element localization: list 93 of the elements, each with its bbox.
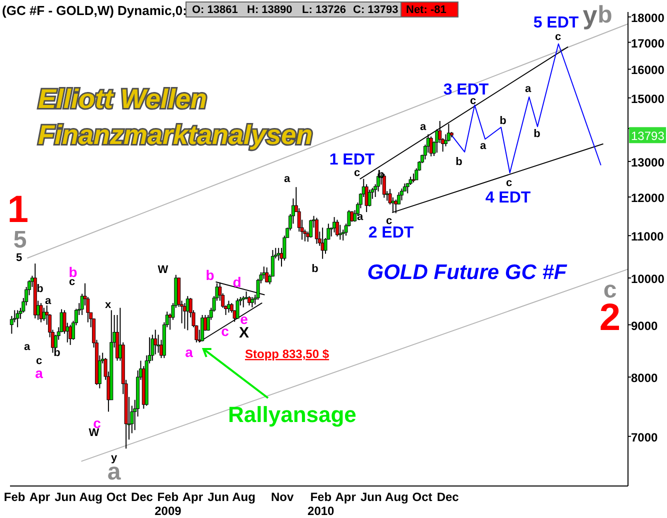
x-tick-label: Oct	[106, 490, 126, 504]
y-tick-label: 17000	[631, 36, 665, 50]
annotation: b	[206, 267, 214, 283]
annotation: GOLD Future GC #F	[367, 261, 568, 284]
annotation: 5 EDT	[533, 14, 579, 32]
candlestick	[16, 310, 20, 328]
candlestick	[400, 188, 404, 201]
annotation: b	[378, 169, 385, 181]
x-tick-label: Dec	[436, 490, 460, 504]
x-tick-label: Aug	[79, 490, 103, 504]
y-tick-label: 8000	[631, 371, 658, 386]
x-tick-label: Jun	[208, 490, 229, 504]
x-tick-label: Dec	[130, 490, 154, 504]
candlestick	[335, 219, 339, 237]
candlestick	[382, 173, 386, 198]
y-tick-label: 10000	[631, 272, 665, 286]
candlestick	[154, 329, 158, 355]
annotation: L: 13726	[302, 4, 346, 16]
annotation: 4 EDT	[485, 190, 531, 206]
candlestick	[314, 217, 318, 244]
candlestick	[182, 302, 186, 330]
x-tick-label: Oct	[412, 490, 432, 504]
annotation: a	[480, 140, 487, 152]
annotation: 13793	[631, 129, 665, 144]
annotation: c	[506, 177, 512, 189]
candlestick	[247, 296, 251, 306]
y-tick-label: 18000	[631, 10, 665, 25]
annotation: X	[238, 324, 250, 342]
line-series	[451, 43, 602, 174]
candlestick	[42, 307, 46, 322]
x-tick-label: Jun	[54, 490, 76, 504]
annotation: a	[24, 341, 31, 353]
y-tick-label: 12000	[631, 190, 665, 205]
annotation: a	[35, 365, 44, 381]
annotation: e	[240, 311, 248, 327]
annotation: c	[221, 323, 230, 339]
chart-title: (GC #F - GOLD,W) Dynamic,0:	[2, 3, 187, 18]
annotation: Net: -81	[406, 4, 446, 16]
y-tick-label: 11000	[631, 230, 664, 244]
candlestick	[309, 219, 313, 238]
annotation: 5	[16, 252, 22, 264]
candlestick	[368, 189, 372, 207]
annotation: c	[354, 167, 360, 179]
y-tick-label: 13000	[631, 155, 665, 170]
annotation: x	[104, 299, 112, 311]
annotation: c	[554, 31, 562, 43]
y-tick-label: 16000	[631, 63, 665, 78]
x-tick-label: Apr	[182, 490, 204, 504]
annotation: a	[284, 173, 291, 185]
y-tick-label: 7000	[631, 430, 658, 444]
annotation: y	[110, 452, 118, 464]
x-tick-label: Aug	[385, 490, 408, 504]
candlestick	[226, 300, 230, 314]
annotation: Elliott Wellen	[38, 84, 208, 114]
annotation: a	[524, 83, 532, 95]
annotation: b	[500, 115, 507, 127]
candlestick	[265, 266, 269, 283]
annotation: O: 13861	[192, 4, 238, 16]
annotation: b	[456, 156, 463, 168]
y-tick-label: 9000	[631, 318, 658, 333]
annotation: b	[54, 347, 61, 359]
annotation: y	[582, 0, 598, 30]
annotation: b	[598, 2, 612, 28]
annotation: H: 13890	[247, 4, 292, 16]
x-tick-label: Feb	[4, 490, 26, 504]
annotation: Rallyansage	[228, 402, 356, 427]
annotation: Stopp 833,50 $	[245, 347, 330, 361]
annotation: b	[312, 263, 319, 275]
candlestick	[276, 247, 280, 262]
annotation: a	[44, 295, 52, 307]
annotation: C: 13793	[353, 4, 398, 16]
x-tick-label: Feb 2010	[308, 490, 335, 518]
annotation: W	[158, 264, 169, 276]
annotation: c	[386, 215, 392, 227]
annotation: 2 EDT	[368, 224, 414, 242]
annotation: 1 EDT	[329, 152, 375, 168]
x-tick-label: Nov	[271, 490, 294, 504]
candlestick	[39, 302, 43, 323]
candlestick	[242, 296, 246, 308]
y-tick-label: 15000	[631, 92, 665, 106]
x-tick-label: Jun	[360, 490, 382, 504]
annotation: c	[36, 355, 42, 367]
x-tick-label: Feb 2009	[154, 490, 182, 518]
annotation: d	[232, 274, 242, 290]
annotation: b	[534, 128, 541, 140]
annotation: b	[36, 283, 44, 295]
x-tick-label: Aug	[232, 490, 256, 504]
annotation: Finanzmarktanalysen	[38, 120, 313, 150]
annotation: a	[356, 211, 364, 223]
x-tick-label: Apr	[29, 490, 50, 504]
x-tick-label: Apr	[335, 490, 356, 504]
annotation: a	[185, 344, 194, 360]
annotation: a	[420, 121, 427, 133]
